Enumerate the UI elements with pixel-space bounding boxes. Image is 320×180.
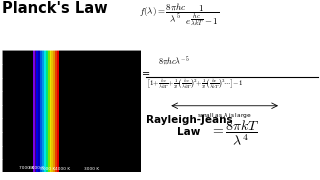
Bar [52, 50, 53, 173]
Text: 3000 K: 3000 K [84, 167, 99, 171]
Bar [40, 50, 42, 173]
Bar [50, 50, 52, 173]
Bar [55, 50, 57, 173]
Text: 5000 K: 5000 K [40, 167, 55, 171]
Text: $=$: $=$ [140, 67, 151, 77]
Text: $8\pi hc\lambda^{-5}$: $8\pi hc\lambda^{-5}$ [158, 54, 190, 66]
Bar [46, 50, 48, 173]
Bar [42, 50, 44, 173]
Text: 6000 K: 6000 K [29, 166, 44, 170]
Text: $\left[1\!+\!\frac{hc}{\lambda kT}\!+\!\frac{1}{2!}\!\left(\frac{hc}{\lambda kT}: $\left[1\!+\!\frac{hc}{\lambda kT}\!+\!\… [146, 77, 244, 91]
Text: small as $\lambda$ is large: small as $\lambda$ is large [197, 111, 252, 120]
Bar [53, 50, 55, 173]
Bar [44, 50, 46, 173]
Bar [36, 50, 38, 173]
Text: $= \dfrac{8\pi kT}{\lambda^4}$: $= \dfrac{8\pi kT}{\lambda^4}$ [210, 119, 259, 148]
Text: Planck's Law: Planck's Law [2, 1, 107, 16]
Text: 4000 K: 4000 K [55, 167, 71, 171]
Text: 7000 K: 7000 K [20, 166, 35, 170]
Bar [57, 50, 59, 173]
Bar [48, 50, 50, 173]
Text: $f(\lambda) = \dfrac{8\pi hc}{\lambda^5} \dfrac{1}{e^{\dfrac{hc}{\lambda kT}}-1}: $f(\lambda) = \dfrac{8\pi hc}{\lambda^5}… [139, 1, 220, 28]
Bar [35, 50, 36, 173]
Bar [38, 50, 40, 173]
Bar [33, 50, 35, 173]
Text: Rayleigh-Jeans
Law: Rayleigh-Jeans Law [146, 115, 232, 137]
